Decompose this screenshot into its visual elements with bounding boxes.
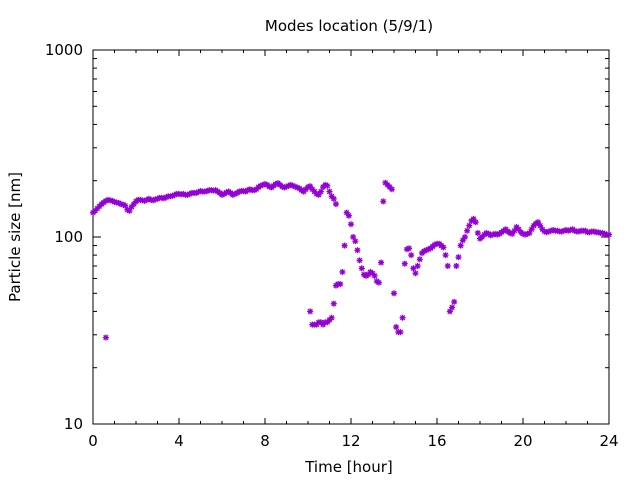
data-point xyxy=(457,242,464,249)
y-tick-label: 100 xyxy=(54,228,83,246)
data-point xyxy=(356,257,363,264)
data-point xyxy=(203,188,210,195)
data-point xyxy=(328,314,335,321)
data-point xyxy=(358,265,365,272)
data-point xyxy=(380,198,387,205)
x-tick-label: 4 xyxy=(174,432,184,450)
data-point xyxy=(455,254,462,261)
y-axis-ticks: 10 100 1000 xyxy=(45,41,609,433)
data-point xyxy=(453,262,460,269)
data-point xyxy=(606,231,612,238)
x-tick-label: 20 xyxy=(513,432,532,450)
data-point xyxy=(393,324,400,331)
data-point xyxy=(354,247,361,254)
data-point xyxy=(102,334,109,341)
x-tick-label: 0 xyxy=(88,432,98,450)
x-tick-label: 12 xyxy=(341,432,360,450)
data-point xyxy=(442,252,449,259)
data-point xyxy=(341,242,348,249)
data-point xyxy=(391,290,397,297)
y-axis-label: Particle size [nm] xyxy=(6,172,24,302)
data-point xyxy=(472,219,479,226)
data-point xyxy=(414,262,421,269)
data-points xyxy=(90,179,612,341)
data-point xyxy=(416,256,423,263)
data-point xyxy=(440,244,447,251)
data-point xyxy=(332,201,339,208)
data-point xyxy=(461,234,468,240)
data-point xyxy=(307,308,314,315)
data-point xyxy=(421,248,428,255)
data-point xyxy=(330,300,337,307)
data-point xyxy=(406,245,413,252)
data-point xyxy=(444,262,451,269)
data-point xyxy=(375,279,382,286)
data-point xyxy=(408,252,415,259)
data-point xyxy=(412,270,419,277)
x-tick-label: 24 xyxy=(599,432,618,450)
chart-title: Modes location (5/9/1) xyxy=(265,17,433,35)
x-tick-label: 8 xyxy=(260,432,270,450)
x-axis-ticks: 0 4 8 12 16 20 24 xyxy=(88,50,619,450)
data-point xyxy=(330,195,337,202)
data-point xyxy=(451,298,458,305)
data-point xyxy=(317,188,324,195)
data-point xyxy=(371,272,378,279)
data-point xyxy=(345,212,352,219)
data-point xyxy=(474,230,481,237)
data-point xyxy=(399,314,406,321)
data-point xyxy=(528,226,535,233)
data-point xyxy=(466,222,473,229)
data-point xyxy=(324,182,331,189)
data-point xyxy=(348,221,354,228)
y-tick-label: 1000 xyxy=(45,41,83,59)
x-axis-label: Time [hour] xyxy=(304,458,393,476)
y-tick-label: 10 xyxy=(64,415,83,433)
data-point xyxy=(388,186,395,193)
data-point xyxy=(326,188,333,195)
data-point xyxy=(337,281,344,288)
data-point xyxy=(339,268,346,275)
x-tick-label: 16 xyxy=(427,432,446,450)
data-point xyxy=(401,260,408,267)
data-point xyxy=(410,265,417,272)
data-point xyxy=(378,259,385,266)
data-point xyxy=(446,308,453,315)
data-point xyxy=(449,304,456,311)
data-point xyxy=(307,183,314,190)
data-point xyxy=(464,227,471,234)
data-point xyxy=(352,238,359,245)
data-point xyxy=(397,329,404,336)
